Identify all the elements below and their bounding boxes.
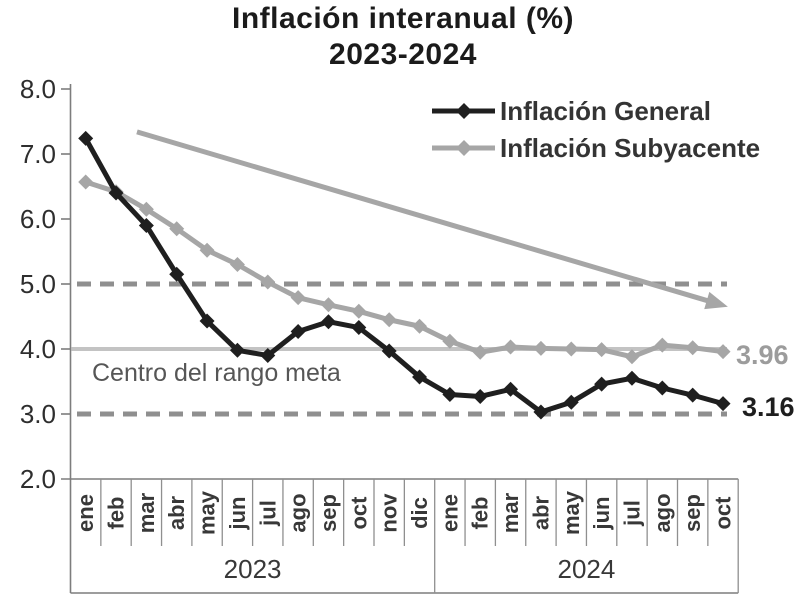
series-general-point-6	[260, 348, 276, 363]
month-label: feb	[104, 497, 129, 530]
month-label: oct	[346, 496, 371, 530]
y-tick-label: 4.0	[20, 334, 56, 364]
series-general-point-5	[229, 342, 245, 358]
series-general-point-16	[563, 394, 579, 410]
series-subyacente-point-5	[229, 257, 245, 272]
series-general-point-20	[685, 387, 701, 403]
month-label: mar	[498, 492, 523, 533]
series-subyacente-point-9	[351, 303, 367, 319]
month-label: nov	[377, 493, 402, 533]
legend-general-diamond-icon	[456, 103, 472, 119]
y-tick-label: 8.0	[20, 74, 56, 104]
series-subyacente-point-8	[320, 297, 336, 313]
trend-arrow-head-icon	[704, 291, 728, 310]
month-label: jun	[589, 497, 614, 531]
series-general-point-12	[442, 387, 458, 402]
month-label: jul	[255, 500, 280, 527]
series-subyacente-point-16	[563, 341, 579, 357]
legend-subyacente-diamond-icon	[456, 140, 472, 156]
legend-item-general: Inflación General	[431, 95, 711, 126]
month-label: ago	[286, 493, 311, 532]
series-subyacente-point-13	[472, 344, 488, 360]
month-label: may	[559, 490, 584, 535]
series-subyacente-point-2	[138, 201, 154, 217]
legend-general-swatch	[432, 103, 495, 119]
month-label: ene	[73, 494, 98, 532]
series-general-point-3	[169, 266, 185, 282]
subyacente-end-value-label: 3.96	[736, 340, 789, 370]
series-general-point-7	[290, 323, 306, 339]
series-subyacente-point-3	[169, 221, 185, 237]
series-subyacente-point-11	[412, 318, 428, 334]
legend-subyacente-swatch	[432, 140, 495, 156]
y-tick-label: 3.0	[20, 399, 56, 429]
year-label: 2023	[224, 554, 282, 584]
legend-subyacente-label: Inflación Subyacente	[500, 132, 761, 163]
trend-arrow-line	[136, 129, 710, 304]
series-general-point-0	[78, 130, 94, 146]
series-general-point-17	[594, 376, 610, 392]
series-subyacente-point-12	[442, 333, 458, 349]
month-label: abr	[528, 495, 553, 530]
series-subyacente-point-10	[381, 312, 397, 328]
series-general-point-8	[320, 314, 336, 330]
series-general-point-13	[472, 388, 488, 404]
chart-title: Inflación interanual (%)	[231, 2, 575, 35]
month-label: feb	[468, 496, 493, 529]
month-label: abr	[164, 495, 189, 530]
series-subyacente-point-14	[503, 339, 519, 355]
legend-item-subyacente: Inflación Subyacente	[431, 132, 761, 163]
series-subyacente-point-0	[78, 174, 94, 190]
series-subyacente-point-6	[260, 274, 276, 290]
series-general-point-19	[654, 380, 670, 396]
month-label: may	[195, 490, 220, 535]
series-subyacente-point-4	[199, 242, 215, 258]
general-end-value-label: 3.16	[742, 392, 795, 422]
series-general-point-4	[199, 313, 215, 329]
series-general-point-10	[381, 343, 397, 359]
series-general-point-21	[715, 396, 731, 412]
series-general-point-18	[624, 370, 640, 386]
month-label: sep	[680, 494, 705, 532]
series-general-point-1	[108, 185, 124, 201]
series-general-point-11	[412, 369, 428, 385]
series-general-point-9	[351, 320, 367, 336]
series-subyacente-point-15	[533, 340, 549, 356]
y-tick-label: 2.0	[20, 464, 56, 494]
month-label: mar	[134, 492, 159, 533]
y-tick-label: 7.0	[20, 139, 56, 169]
legend-general-label: Inflación General	[500, 95, 711, 126]
series-subyacente-point-20	[685, 340, 701, 356]
series-general-point-14	[503, 381, 519, 397]
series-subyacente-point-17	[594, 342, 610, 358]
series-subyacente-point-19	[654, 337, 670, 353]
chart-subtitle: 2023-2024	[329, 38, 477, 71]
series-subyacente-point-18	[624, 349, 640, 365]
month-label: sep	[316, 494, 341, 532]
month-label: jul	[619, 500, 644, 527]
month-label: oct	[711, 496, 736, 530]
series-general-point-2	[138, 218, 154, 233]
y-tick-label: 6.0	[20, 204, 56, 234]
month-label: ene	[437, 494, 462, 532]
center-range-meta-label: Centro del rango meta	[92, 359, 341, 387]
y-tick-label: 5.0	[20, 269, 56, 299]
series-general-line	[83, 137, 724, 415]
series-subyacente-point-7	[290, 290, 306, 306]
series-general-point-15	[533, 404, 549, 420]
series-subyacente-point-21	[715, 344, 731, 360]
year-label: 2024	[558, 554, 616, 584]
series-subyacente-line	[84, 179, 724, 360]
month-label: jun	[225, 497, 250, 531]
month-label: ago	[650, 493, 675, 532]
month-label: dic	[407, 497, 432, 529]
